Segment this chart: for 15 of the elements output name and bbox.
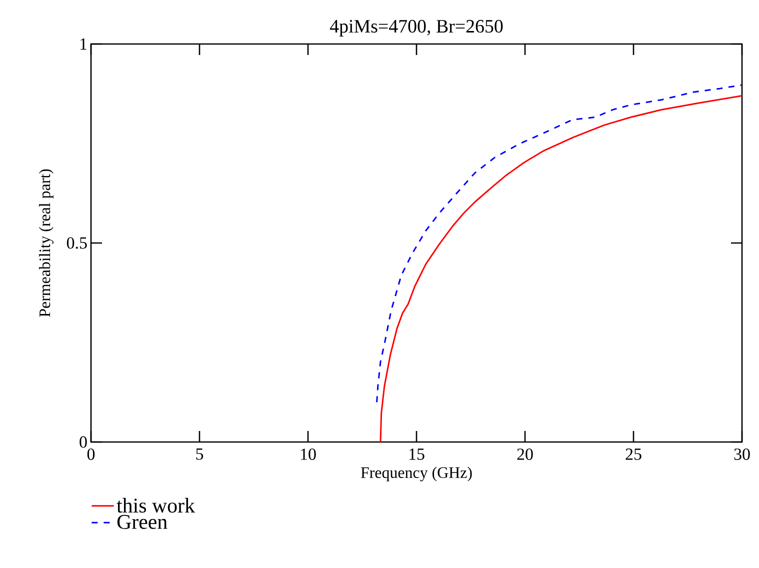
chart-title: 4piMs=4700, Br=2650	[330, 20, 503, 36]
legend-label: this work	[116, 498, 195, 513]
y-tick-label: 1	[80, 38, 86, 50]
x-axis-title: Frequency (GHz)	[360, 466, 472, 482]
x-tick-label: 5	[196, 448, 204, 460]
y-tick-label: 0	[80, 436, 87, 448]
y-axis-title: Permeability (real part)	[38, 169, 54, 317]
x-tick-label: 0	[87, 448, 95, 460]
y-tick-label: 0.5	[66, 237, 87, 249]
x-tick-label: 15	[410, 448, 424, 460]
x-tick-label: 30	[734, 448, 750, 460]
legend-label: Green	[117, 514, 168, 529]
x-tick-label: 20	[517, 448, 533, 460]
x-tick-label: 10	[301, 448, 316, 460]
x-tick-label: 25	[626, 448, 642, 460]
